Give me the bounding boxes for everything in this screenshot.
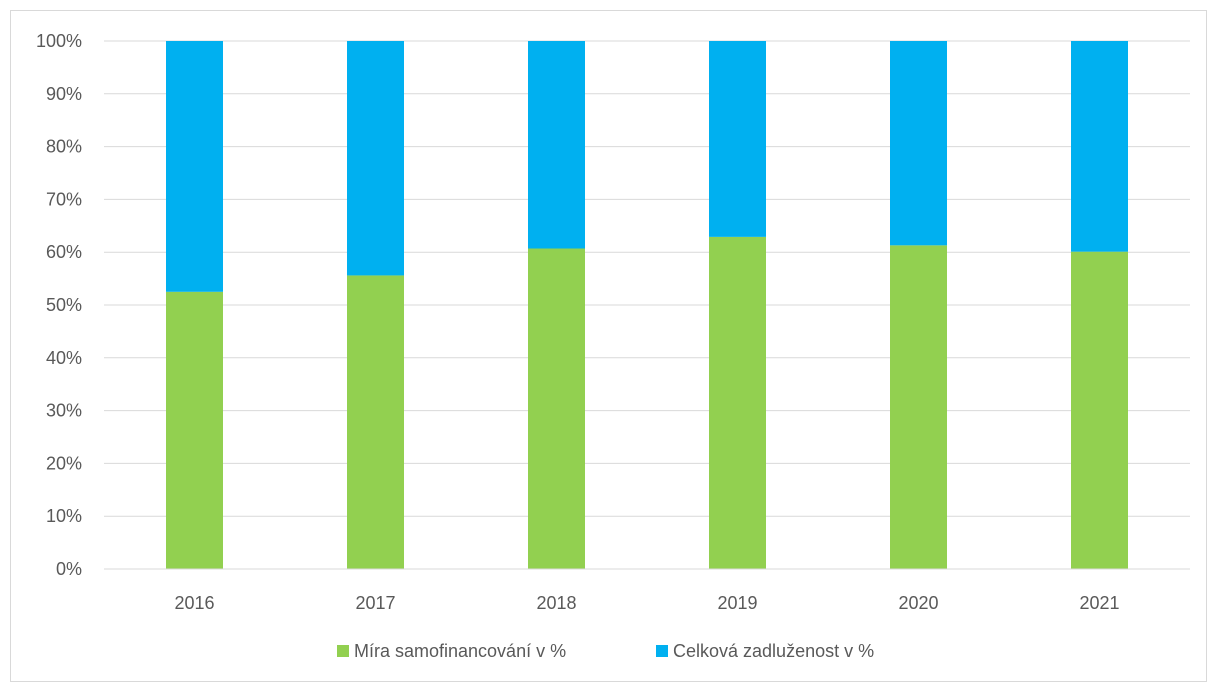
- legend-swatch: [337, 645, 349, 657]
- bar-segment-self-financing-2017: [347, 275, 404, 569]
- y-tick-label: 20%: [46, 453, 82, 473]
- y-tick-label: 60%: [46, 242, 82, 262]
- x-tick-label: 2018: [536, 593, 576, 613]
- legend: Míra samofinancování v % Celková zadlužen…: [337, 641, 874, 661]
- bar-segment-self-financing-2016: [166, 291, 223, 569]
- bar-segment-total-debt-2017: [347, 41, 404, 276]
- bar-segment-self-financing-2021: [1071, 251, 1128, 569]
- bar-segment-self-financing-2020: [890, 245, 947, 569]
- x-axis: 2016 2017 2018 2019 2020 2021: [174, 593, 1119, 613]
- legend-swatch: [656, 645, 668, 657]
- y-tick-label: 70%: [46, 189, 82, 209]
- bar-segment-total-debt-2020: [890, 41, 947, 246]
- y-tick-label: 10%: [46, 506, 82, 526]
- grid-lines: [104, 40, 1190, 517]
- bar-segment-total-debt-2019: [709, 41, 766, 237]
- legend-label: Míra samofinancování v %: [354, 641, 566, 661]
- y-tick-label: 0%: [56, 559, 82, 579]
- y-axis: 0% 10% 20% 30% 40% 50% 60% 70% 80% 90% 100%: [36, 31, 82, 579]
- bar-segment-total-debt-2021: [1071, 41, 1128, 252]
- y-tick-label: 90%: [46, 84, 82, 104]
- bars: [166, 41, 1128, 569]
- x-tick-label: 2017: [355, 593, 395, 613]
- y-tick-label: 100%: [36, 31, 82, 51]
- y-tick-label: 40%: [46, 348, 82, 368]
- legend-label: Celková zadluženost v %: [673, 641, 874, 661]
- bar-segment-total-debt-2016: [166, 41, 223, 292]
- x-tick-label: 2019: [717, 593, 757, 613]
- x-tick-label: 2021: [1079, 593, 1119, 613]
- bar-segment-total-debt-2018: [528, 41, 585, 249]
- y-tick-label: 50%: [46, 295, 82, 315]
- bar-segment-self-financing-2019: [709, 236, 766, 569]
- y-tick-label: 30%: [46, 401, 82, 421]
- x-tick-label: 2016: [174, 593, 214, 613]
- bar-segment-self-financing-2018: [528, 248, 585, 569]
- y-tick-label: 80%: [46, 137, 82, 157]
- x-tick-label: 2020: [898, 593, 938, 613]
